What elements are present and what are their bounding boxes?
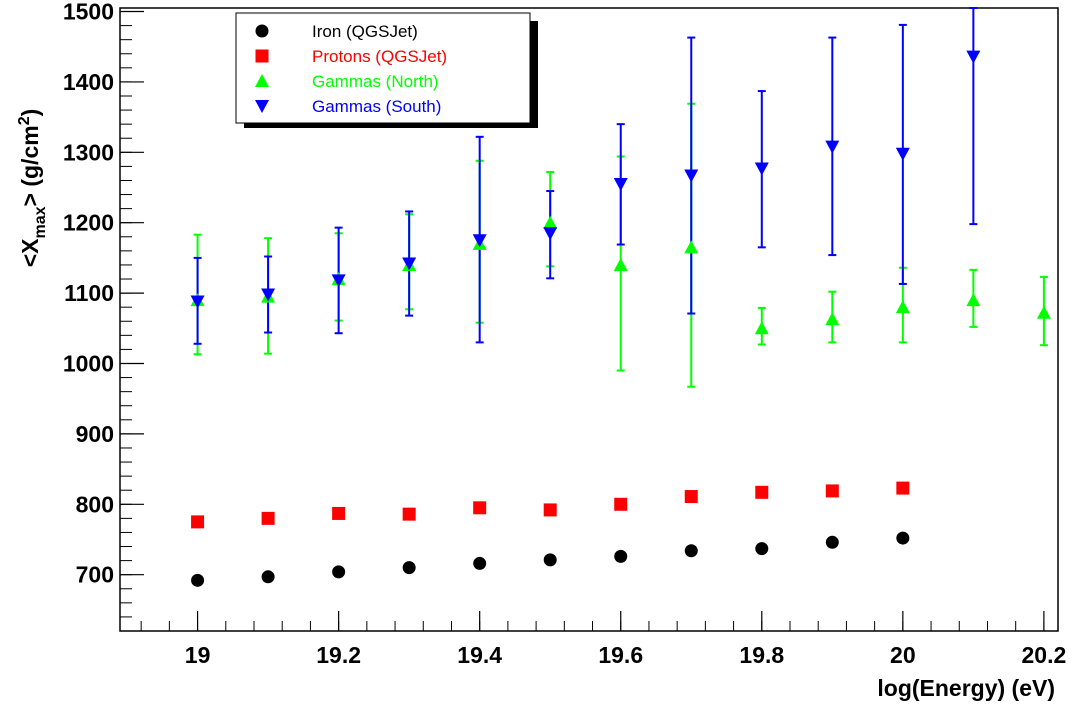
legend: Iron (QGSJet) Protons (QGSJet) Gammas (Nor… (235, 12, 538, 128)
data-point-circle (332, 565, 346, 579)
legend-marker-triangle-down (255, 100, 269, 113)
y-axis-title: <Xmax> (g/cm2) (16, 109, 49, 268)
data-point-triangle-up (754, 321, 769, 335)
data-point-triangle-down (261, 288, 276, 302)
y-tick-label: 800 (76, 491, 114, 517)
data-point-square (191, 515, 205, 529)
y-tick-labels: 700 800 900 1000 1100 1200 1300 1400 1500 (63, 0, 114, 588)
y-axis-title-prefix: <X (17, 238, 43, 267)
major-ticks (120, 10, 1045, 631)
y-axis-title-middle: > (g/cm (17, 125, 43, 206)
y-tick-label: 700 (76, 562, 114, 588)
data-point-circle (825, 535, 839, 549)
x-tick-label: 19.6 (598, 642, 643, 668)
x-tick-label: 20 (890, 642, 916, 668)
data-point-triangle-down (754, 162, 769, 176)
y-tick-label: 1400 (63, 69, 114, 95)
legend-entry: Iron (QGSJet) (255, 22, 418, 41)
y-tick-label: 1200 (63, 210, 114, 236)
legend-label: Gammas (North) (312, 72, 439, 91)
data-point-triangle-down (331, 274, 346, 288)
data-point-triangle-up (613, 257, 628, 271)
data-point-circle (684, 544, 698, 558)
legend-entry: Gammas (South) (255, 97, 441, 116)
legend-entry: Protons (QGSJet) (255, 47, 447, 66)
plot-frame (119, 7, 1059, 632)
legend-label: Protons (QGSJet) (312, 47, 447, 66)
x-tick-label: 20.2 (1022, 642, 1067, 668)
data-point-triangle-down (966, 50, 981, 64)
data-point-square (755, 485, 769, 499)
data-point-triangle-down (825, 140, 840, 154)
data-point-triangle-down (402, 257, 417, 271)
y-tick-label: 1100 (64, 280, 114, 306)
data-point-circle (402, 561, 416, 575)
legend-entry: Gammas (North) (255, 72, 439, 91)
x-axis-title: log(Energy) (eV) (877, 675, 1055, 701)
y-tick-label: 1000 (63, 350, 114, 376)
data-point-triangle-down (895, 147, 910, 161)
data-point-circle (614, 549, 628, 563)
legend-marker-square (255, 49, 269, 63)
data-point-triangle-down (684, 169, 699, 183)
data-point-circle (261, 570, 275, 584)
data-point-square (402, 507, 416, 521)
data-point-square (473, 501, 487, 515)
data-point-circle (543, 553, 557, 567)
data-point-square (825, 484, 839, 498)
x-tick-label: 19 (185, 642, 211, 668)
data-point-circle (896, 531, 910, 545)
x-tick-label: 19.4 (457, 642, 502, 668)
y-tick-label: 1300 (63, 139, 114, 165)
legend-marker-circle (255, 24, 269, 38)
y-tick-label: 1500 (63, 0, 114, 25)
data-point-triangle-down (190, 295, 205, 309)
data-point-triangle-down (472, 234, 487, 248)
data-point-triangle-up (825, 312, 840, 326)
data-point-triangle-up (895, 300, 910, 314)
legend-marker-triangle-up (255, 74, 269, 87)
y-tick-label: 900 (76, 421, 114, 447)
error-bar (969, 7, 978, 226)
data-point-square (332, 506, 346, 520)
x-tick-label: 19.2 (316, 642, 361, 668)
data-markers (190, 50, 1051, 587)
data-point-triangle-down (613, 177, 628, 191)
x-tick-label: 19.8 (739, 642, 784, 668)
legend-label: Gammas (South) (312, 97, 441, 116)
data-point-square (896, 481, 910, 495)
data-point-square (614, 497, 628, 511)
data-point-triangle-up (543, 215, 558, 229)
data-point-triangle-up (966, 293, 981, 307)
data-point-circle (191, 573, 205, 587)
y-axis-title-sub: max (32, 206, 49, 238)
data-point-square (543, 503, 557, 517)
legend-entries: Iron (QGSJet) Protons (QGSJet) Gammas (Nor… (255, 22, 447, 116)
y-axis-title-suffix: ) (17, 109, 43, 117)
legend-label: Iron (QGSJet) (312, 22, 418, 41)
data-point-square (684, 490, 698, 504)
data-point-circle (755, 542, 769, 556)
data-point-triangle-down (543, 227, 558, 241)
legend-box (235, 12, 531, 124)
data-point-square (261, 511, 275, 525)
data-point-triangle-up (1036, 305, 1051, 319)
data-point-circle (473, 556, 487, 570)
y-axis-title-sup: 2 (16, 116, 33, 125)
data-point-triangle-up (684, 240, 699, 254)
x-tick-labels: 19 19.2 19.4 19.6 19.8 20 20.2 (185, 642, 1066, 668)
